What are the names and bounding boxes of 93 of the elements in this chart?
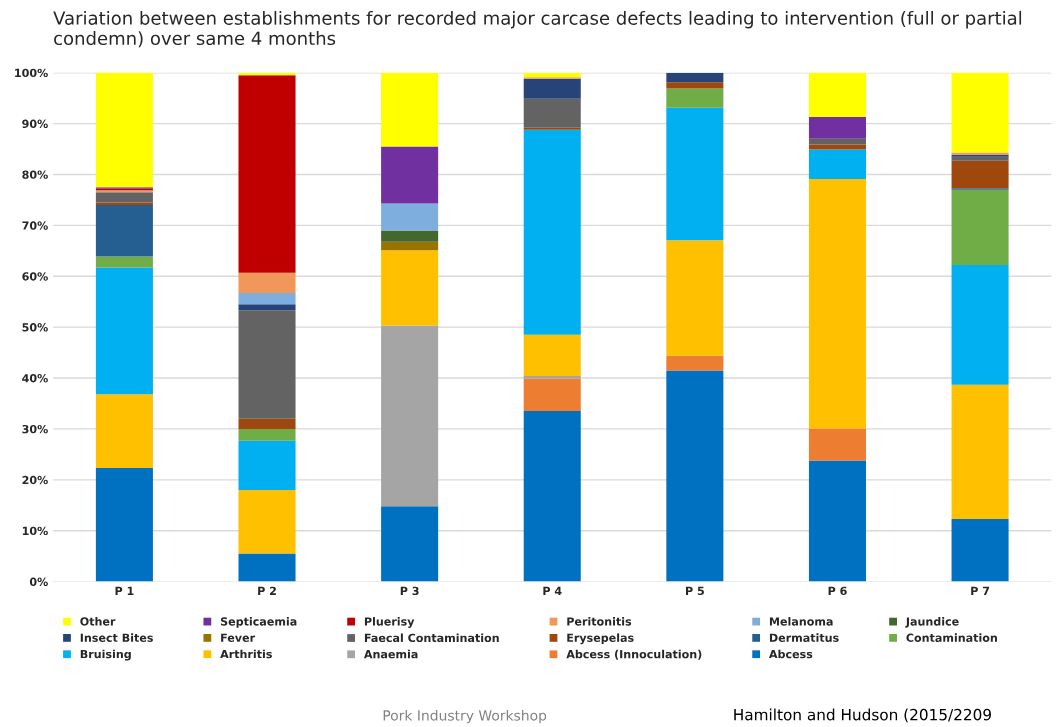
legend-label: Septicaemia bbox=[220, 617, 297, 628]
bar bbox=[238, 293, 296, 305]
chart-title: Variation between establishments for recorded major carcase defects leading to intervention (full or partial condemn) over same 4 months bbox=[53, 10, 1022, 48]
y-tick-label: 60% bbox=[22, 272, 48, 281]
bar bbox=[808, 144, 866, 150]
y-tick-label: 70% bbox=[22, 221, 48, 230]
bar bbox=[238, 75, 296, 273]
bar bbox=[238, 272, 296, 294]
bar bbox=[238, 490, 296, 554]
bar bbox=[951, 265, 1009, 385]
y-tick-label: 30% bbox=[22, 424, 48, 434]
bar bbox=[951, 160, 1009, 189]
y-tick-label: 100% bbox=[15, 68, 48, 78]
bar bbox=[666, 88, 724, 108]
legend-label: Fever bbox=[221, 633, 256, 642]
bar bbox=[238, 310, 296, 419]
bar bbox=[95, 267, 153, 395]
bar bbox=[951, 519, 1009, 582]
bar bbox=[523, 78, 581, 99]
legend-label: Jaundice bbox=[905, 617, 959, 628]
legend-label: Contamination bbox=[906, 633, 997, 642]
bar bbox=[523, 376, 581, 379]
legend-label: Dermatitus bbox=[769, 633, 839, 642]
bar bbox=[666, 72, 724, 83]
bar bbox=[666, 370, 724, 582]
bar bbox=[238, 553, 296, 582]
y-tick-label: 50% bbox=[22, 323, 48, 332]
bar bbox=[381, 146, 439, 204]
bar bbox=[808, 179, 866, 429]
legend-label: Peritonitis bbox=[567, 617, 632, 626]
bar bbox=[808, 116, 866, 139]
legend-label: Arthritis bbox=[220, 649, 272, 659]
bar bbox=[808, 149, 866, 180]
bar bbox=[238, 418, 296, 429]
x-tick-label: P 4 bbox=[543, 586, 562, 595]
text: Pork Industry Workshop bbox=[383, 709, 547, 724]
bar bbox=[666, 355, 724, 371]
bar bbox=[951, 72, 1009, 153]
text: Hamilton and Hudson (2015/2209 bbox=[734, 708, 991, 723]
bar bbox=[951, 384, 1009, 520]
bar bbox=[951, 156, 1009, 161]
bar bbox=[523, 378, 581, 412]
legend-label: Bruising bbox=[80, 649, 131, 661]
legend-label: Abcess (Innoculation) bbox=[566, 649, 702, 660]
x-tick-label: P 5 bbox=[686, 586, 704, 596]
legend-label: Pluerisy bbox=[364, 617, 415, 628]
bar bbox=[808, 72, 866, 117]
y-tick-label: 0% bbox=[29, 577, 48, 586]
bar bbox=[808, 460, 866, 582]
y-tick-label: 90% bbox=[22, 119, 48, 128]
x-tick-label: P 3 bbox=[400, 586, 419, 596]
y-tick-label: 40% bbox=[22, 374, 48, 383]
bar bbox=[381, 203, 439, 231]
bar bbox=[238, 304, 296, 311]
bar bbox=[666, 107, 724, 241]
bar bbox=[523, 411, 581, 582]
legend-label: Abcess bbox=[768, 649, 813, 659]
bar bbox=[523, 129, 581, 335]
legend-label: Insect Bites bbox=[80, 633, 153, 642]
bar bbox=[381, 241, 439, 251]
bar bbox=[381, 325, 439, 507]
bar bbox=[381, 72, 439, 147]
bar bbox=[381, 506, 439, 582]
bar bbox=[951, 189, 1009, 266]
bar bbox=[238, 440, 296, 490]
x-tick-label: P 6 bbox=[828, 586, 847, 596]
y-tick-label: 20% bbox=[22, 475, 48, 485]
bar bbox=[523, 127, 581, 130]
bar bbox=[381, 250, 439, 326]
legend-label: Anaemia bbox=[363, 649, 418, 659]
bar bbox=[523, 98, 581, 128]
bar bbox=[666, 82, 724, 89]
bar bbox=[95, 72, 153, 188]
bar bbox=[95, 468, 153, 582]
bar bbox=[95, 256, 153, 268]
y-tick-label: 10% bbox=[22, 526, 48, 536]
bar bbox=[95, 205, 153, 257]
bar bbox=[95, 202, 153, 206]
y-tick-label: 80% bbox=[22, 170, 48, 179]
bar bbox=[238, 428, 296, 441]
legend-label: Melanoma bbox=[769, 617, 833, 626]
bar bbox=[95, 394, 153, 469]
bar bbox=[808, 428, 866, 461]
bar bbox=[381, 230, 439, 242]
bar bbox=[95, 192, 153, 203]
x-tick-label: P 2 bbox=[258, 586, 276, 595]
x-tick-label: P 1 bbox=[115, 586, 134, 595]
x-tick-label: P 7 bbox=[971, 586, 990, 595]
bar bbox=[666, 240, 724, 356]
bar bbox=[523, 334, 581, 376]
legend-label: Faecal Contamination bbox=[364, 633, 499, 643]
legend-label: Erysepelas bbox=[567, 633, 634, 645]
legend-label: Other bbox=[80, 617, 116, 626]
